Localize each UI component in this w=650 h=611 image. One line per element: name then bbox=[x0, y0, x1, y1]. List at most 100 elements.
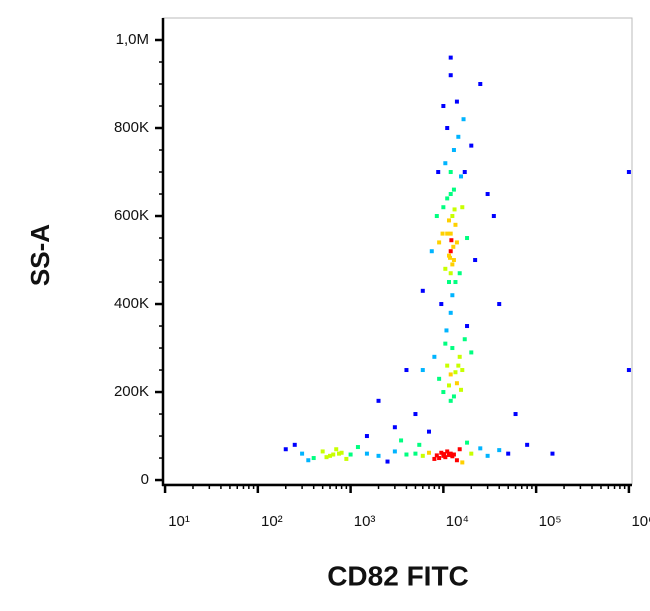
point bbox=[460, 368, 465, 373]
point bbox=[451, 244, 456, 249]
point bbox=[443, 341, 448, 346]
point bbox=[392, 425, 397, 430]
point bbox=[451, 148, 456, 153]
point bbox=[446, 383, 451, 388]
point bbox=[448, 398, 453, 403]
point bbox=[453, 222, 458, 227]
point bbox=[442, 452, 447, 457]
y-tick-label: 1,0M bbox=[116, 31, 149, 48]
point bbox=[454, 240, 459, 245]
point bbox=[434, 453, 439, 458]
point bbox=[457, 354, 462, 359]
point bbox=[485, 192, 490, 197]
point bbox=[443, 161, 448, 166]
y-axis-title: SS-A bbox=[25, 224, 55, 286]
y-tick-label: 0 bbox=[141, 471, 149, 488]
point bbox=[451, 187, 456, 192]
point bbox=[426, 450, 431, 455]
point bbox=[444, 328, 449, 333]
point bbox=[449, 238, 454, 243]
point bbox=[626, 170, 631, 175]
y-tick-label: 400K bbox=[114, 295, 149, 312]
point bbox=[437, 376, 442, 381]
point bbox=[456, 363, 461, 368]
point bbox=[441, 104, 446, 109]
point bbox=[283, 447, 288, 452]
point bbox=[331, 452, 336, 457]
point bbox=[454, 458, 459, 463]
point bbox=[439, 302, 444, 307]
point bbox=[445, 449, 450, 454]
point bbox=[399, 438, 404, 443]
point bbox=[459, 387, 464, 392]
point bbox=[491, 214, 496, 219]
point bbox=[376, 453, 381, 458]
point bbox=[453, 280, 458, 285]
point bbox=[328, 453, 333, 458]
point bbox=[465, 440, 470, 445]
point bbox=[497, 448, 502, 453]
point bbox=[506, 451, 511, 456]
point bbox=[320, 449, 325, 454]
point bbox=[439, 450, 444, 455]
point bbox=[300, 451, 305, 456]
point bbox=[434, 214, 439, 219]
point bbox=[413, 412, 418, 417]
point bbox=[413, 451, 418, 456]
point bbox=[355, 445, 360, 450]
point bbox=[420, 453, 425, 458]
point bbox=[450, 293, 455, 298]
point bbox=[448, 55, 453, 60]
point bbox=[440, 231, 445, 236]
point bbox=[446, 253, 451, 258]
point bbox=[364, 451, 369, 456]
point bbox=[392, 449, 397, 454]
point bbox=[448, 192, 453, 197]
point bbox=[513, 412, 518, 417]
x-tick-label: 10⁵ bbox=[539, 513, 562, 530]
point bbox=[429, 249, 434, 254]
point bbox=[376, 398, 381, 403]
point bbox=[432, 354, 437, 359]
point bbox=[478, 446, 483, 451]
point bbox=[462, 170, 467, 175]
point bbox=[478, 82, 483, 87]
point bbox=[460, 205, 465, 210]
point bbox=[465, 236, 470, 241]
point bbox=[420, 368, 425, 373]
point bbox=[420, 288, 425, 293]
point bbox=[459, 174, 464, 179]
point bbox=[417, 442, 422, 447]
point bbox=[473, 258, 478, 263]
point bbox=[348, 452, 353, 457]
point bbox=[460, 460, 465, 465]
point bbox=[311, 456, 316, 461]
point bbox=[445, 231, 450, 236]
point bbox=[441, 390, 446, 395]
point bbox=[436, 170, 441, 175]
point bbox=[432, 456, 437, 461]
point bbox=[448, 170, 453, 175]
point bbox=[452, 207, 457, 212]
point bbox=[334, 447, 339, 452]
point bbox=[462, 337, 467, 342]
point bbox=[448, 73, 453, 78]
point bbox=[450, 214, 455, 219]
point bbox=[454, 99, 459, 104]
plot-frame bbox=[162, 17, 633, 485]
x-tick-label: 10⁴ bbox=[446, 513, 469, 530]
point bbox=[446, 280, 451, 285]
point bbox=[445, 126, 450, 131]
point bbox=[445, 363, 450, 368]
point bbox=[453, 370, 458, 375]
point bbox=[445, 196, 450, 201]
y-tick-label: 600K bbox=[114, 207, 149, 224]
point bbox=[385, 459, 390, 464]
point bbox=[443, 455, 448, 460]
point bbox=[426, 429, 431, 434]
point bbox=[448, 249, 453, 254]
point bbox=[465, 324, 470, 329]
point bbox=[626, 368, 631, 373]
point bbox=[344, 456, 349, 461]
